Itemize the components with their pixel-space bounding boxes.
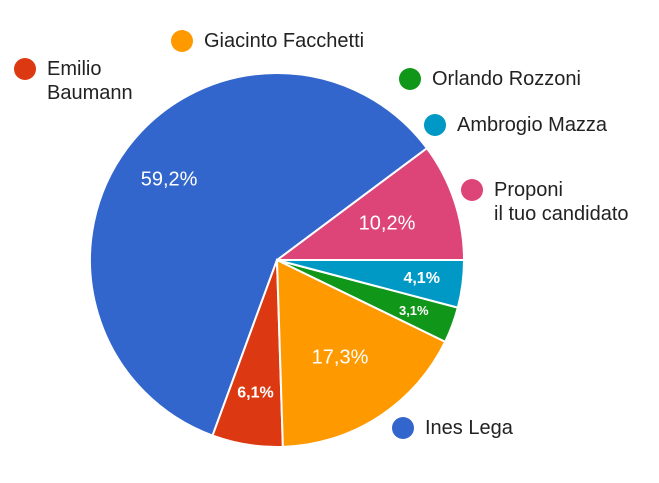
pie-value-label: 17,3% — [312, 346, 369, 368]
pie-value-label: 3,1% — [399, 303, 429, 318]
legend-label: Ines Lega — [425, 417, 514, 439]
pie-slice-proponi-il-tuo-candidato — [273, 146, 466, 261]
legend-swatch — [392, 417, 414, 439]
pie-value-label: 10,2% — [359, 213, 416, 235]
legend-label: Proponi il tuo candidato — [494, 179, 629, 225]
pie-value-label: 59,2% — [141, 169, 198, 191]
pie-legend: Proponi il tuo candidato Ines Lega Emilio Ba… — [14, 30, 629, 439]
legend-swatch — [171, 30, 193, 52]
pie-slice-giacinto-facchetti — [275, 258, 447, 448]
pie-slices — [89, 72, 466, 448]
pie-slice-ines-lega — [89, 72, 429, 437]
pie-value-label: 6,1% — [237, 384, 273, 401]
legend-label: Ambrogio Mazza — [457, 114, 608, 136]
pie-value-label: 4,1% — [403, 270, 439, 287]
legend-swatch — [461, 179, 483, 201]
legend-swatch — [14, 58, 36, 80]
legend-label: Giacinto Facchetti — [204, 30, 364, 52]
legend-label: Emilio Baumann — [47, 58, 133, 104]
pie-slice-ambrogio-mazza — [276, 259, 466, 309]
pie-value-labels: 10,2% 59,2% 6,1% 17,3% 3,1% 4,1% — [141, 169, 440, 402]
legend-swatch — [424, 114, 446, 136]
legend-label: Orlando Rozzoni — [432, 68, 581, 90]
legend-swatch — [399, 68, 421, 90]
